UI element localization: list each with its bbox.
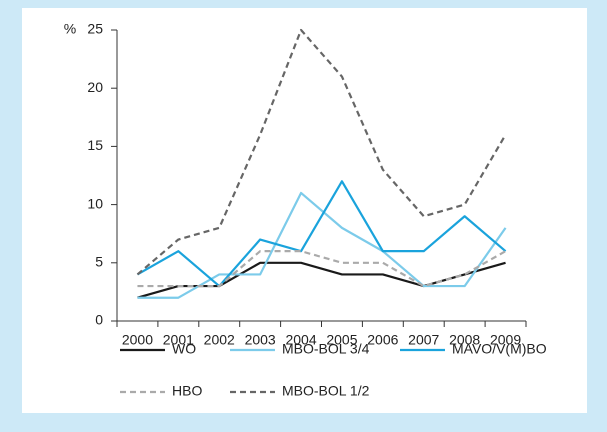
series-line [136,28,507,276]
y-tick-label: 5 [95,254,103,270]
x-tick-label: 2002 [204,332,235,348]
legend-label: MBO-BOL 3/4 [282,341,370,357]
y-axis-label: % [64,21,76,37]
y-tick-label: 15 [87,137,103,153]
x-tick-label: 2009 [490,332,521,348]
x-tick-label: 2005 [326,332,357,348]
x-tick-label: 2006 [367,332,398,348]
y-tick-label: 20 [87,79,103,95]
series-line [136,180,507,288]
y-tick-label: 0 [95,312,103,328]
x-tick-label: 2001 [163,332,194,348]
x-tick-label: 2007 [408,332,439,348]
panel [22,8,587,413]
legend-label: WO [172,341,196,357]
x-tick-label: 2003 [245,332,276,348]
x-tick-label: 2008 [449,332,480,348]
y-tick-label: 25 [87,21,103,37]
x-tick-label: 2000 [122,332,153,348]
x-tick-label: 2004 [285,332,316,348]
series-line [137,250,507,288]
legend-label: MAVO/V(M)BO [452,341,547,357]
y-tick-label: 10 [87,195,103,211]
legend-label: MBO-BOL 1/2 [282,383,370,399]
legend-label: HBO [172,383,202,399]
